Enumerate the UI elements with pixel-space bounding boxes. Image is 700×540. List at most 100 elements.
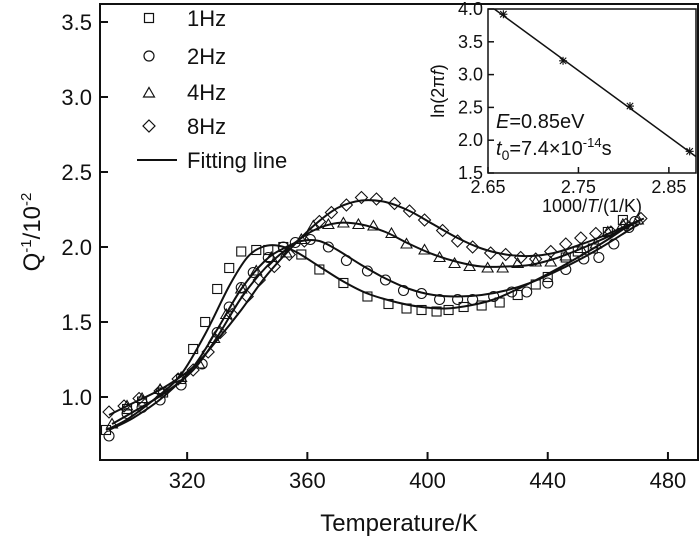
point-4hz	[574, 241, 588, 254]
y-tick-label: 3.0	[61, 85, 92, 110]
point-2hz	[560, 263, 572, 276]
point-1hz	[512, 289, 523, 301]
point-2hz	[322, 241, 334, 253]
point-8hz	[543, 244, 558, 259]
point-4hz	[321, 217, 335, 230]
point-1hz	[200, 316, 211, 328]
point-8hz	[387, 196, 402, 211]
point-8hz	[574, 231, 588, 245]
point-2hz	[452, 293, 464, 306]
point-8hz	[339, 198, 354, 212]
inset-axis-ticks	[487, 8, 670, 174]
activation-energy-annotation: E=0.85eV	[496, 111, 585, 133]
point-8hz	[297, 234, 312, 248]
point-2hz	[629, 215, 641, 228]
y-tick-label: 3.5	[61, 10, 92, 35]
inset-fit-line	[493, 8, 697, 158]
point-8hz	[498, 247, 513, 262]
point-1hz	[251, 244, 262, 256]
point-2hz	[196, 358, 208, 370]
fit-lines	[105, 199, 645, 431]
point-1hz	[236, 246, 247, 257]
point-4hz	[192, 357, 206, 369]
fit-line-2hz	[108, 223, 639, 431]
point-2hz	[397, 284, 410, 297]
y-tick-label: 2.5	[61, 160, 92, 185]
point-8hz	[225, 307, 239, 322]
inset-x-tick-label: 2.65	[470, 177, 505, 197]
point-8hz	[369, 192, 384, 206]
point-2hz	[304, 233, 316, 246]
legend-label-2hz: 2Hz	[187, 44, 226, 69]
point-1hz	[296, 249, 307, 260]
point-1hz	[224, 262, 235, 274]
point-8hz	[117, 399, 131, 413]
point-2hz	[103, 430, 115, 442]
point-2hz	[608, 238, 620, 250]
point-8hz	[528, 252, 543, 266]
point-4hz	[219, 307, 233, 320]
point-4hz	[400, 237, 413, 249]
point-2hz	[379, 274, 392, 286]
point-1hz	[476, 300, 487, 311]
point-4hz	[367, 219, 380, 231]
point-2hz	[415, 287, 428, 300]
point-8hz	[186, 363, 200, 377]
y-tick-label: 1.5	[61, 310, 92, 335]
point-8hz	[252, 273, 267, 287]
point-8hz	[132, 391, 146, 406]
y-tick-label: 2.0	[61, 235, 92, 260]
inset-x-tick-label: 2.85	[651, 177, 686, 197]
point-2hz	[361, 265, 373, 277]
relaxation-time-annotation: t0=7.4×10-14s	[496, 135, 612, 163]
point-1hz	[383, 298, 394, 310]
y-axis-title: Q-1/10-2	[18, 193, 46, 272]
legend-label-1hz: 1Hz	[187, 6, 226, 31]
point-4hz	[207, 331, 221, 344]
point-1hz	[263, 244, 274, 256]
point-1hz	[188, 343, 199, 355]
inset-tick-labels: 2.65 2.75 2.85 1.5 2.0 2.5 3.0 3.5 4.0	[458, 0, 686, 197]
point-1hz	[572, 246, 583, 257]
x-tick-label: 480	[650, 468, 687, 493]
point-2hz	[434, 293, 446, 306]
legend-item-2hz: 2Hz	[143, 44, 226, 69]
legend-item-1hz: 1Hz	[143, 6, 226, 31]
point-2hz	[542, 277, 554, 289]
data-markers	[100, 190, 648, 442]
point-8hz	[435, 223, 450, 238]
inset-point	[499, 10, 508, 19]
point-1hz	[100, 424, 112, 436]
point-8hz	[354, 190, 369, 205]
point-4hz	[529, 255, 543, 267]
point-4hz	[306, 219, 320, 231]
x-axis-title: Temperature/K	[320, 510, 477, 537]
point-2hz	[247, 266, 259, 279]
point-4hz	[385, 226, 398, 239]
point-8hz	[240, 289, 255, 304]
point-4hz	[463, 259, 477, 272]
point-1hz	[431, 306, 442, 317]
point-1hz	[212, 283, 223, 295]
point-8hz	[450, 234, 465, 248]
point-2hz	[488, 290, 500, 303]
inset-frame	[487, 8, 697, 174]
point-8hz	[483, 246, 498, 260]
point-4hz	[249, 264, 263, 276]
point-4hz	[559, 249, 573, 261]
point-8hz	[402, 204, 417, 218]
point-8hz	[604, 225, 618, 239]
point-8hz	[312, 214, 327, 229]
point-1hz	[362, 291, 373, 302]
x-tick-label: 360	[289, 468, 326, 493]
main-axis-ticks	[100, 21, 669, 460]
point-2hz	[154, 394, 166, 406]
inset-chart: 2.65 2.75 2.85 1.5 2.0 2.5 3.0 3.5 4.0 1000/T/(1…	[428, 0, 697, 216]
inset-y-axis-title: ln(2πf)	[428, 64, 448, 117]
point-8hz	[213, 325, 227, 340]
point-1hz	[494, 297, 505, 308]
inset-y-tick-label: 3.0	[458, 65, 483, 85]
point-2hz	[175, 379, 187, 391]
point-1hz	[530, 279, 541, 290]
inset-y-tick-label: 4.0	[458, 0, 483, 19]
